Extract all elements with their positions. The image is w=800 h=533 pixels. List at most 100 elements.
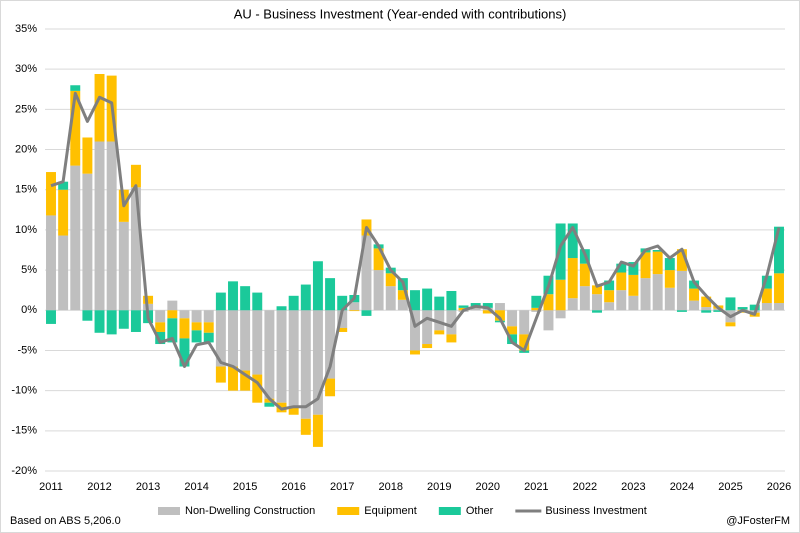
y-tick-label: -10% [11,385,37,397]
bar-segment [555,223,566,280]
bar-segment [713,310,724,312]
bar-segment [264,398,275,403]
bar-segment [94,141,105,311]
bar-segment [203,310,214,323]
x-tick-label: 2021 [524,481,548,493]
bar-segment [676,270,687,311]
x-tick-label: 2011 [39,481,63,493]
bar-segment [494,310,505,321]
bar-segment [167,300,178,311]
x-tick-label: 2023 [621,481,645,493]
bar-segment [300,284,311,311]
bar-segment [70,90,81,166]
bar-segment [397,299,408,311]
bar-segment [385,286,396,311]
bar-segment [458,305,469,308]
bar-segment [228,310,238,367]
x-tick-label: 2019 [427,481,451,493]
bar-segment [276,306,287,311]
bar-segment [349,310,360,312]
line-series [50,91,781,411]
y-tick-label: -20% [11,465,37,477]
bar-segment [349,302,360,311]
bar-segment [555,310,566,319]
bar-segment [579,286,590,311]
legend-label: Non-Dwelling Construction [185,505,315,517]
x-tick-label: 2014 [184,481,208,493]
bar-segment [446,334,457,343]
bar-segment [46,172,56,216]
bar-segment [46,215,56,311]
x-tick-label: 2025 [718,481,742,493]
x-tick-label: 2022 [573,481,597,493]
bar-segment [761,288,772,304]
bar-segment [325,310,336,379]
bar-segment [531,310,542,312]
bar-segment [203,332,214,343]
y-tick-label: 25% [15,103,37,115]
bar-segment [628,262,639,275]
bar-segment [725,322,736,327]
bar-segment [616,290,627,311]
bar-segment [761,275,772,289]
bar-segment [410,350,420,355]
bar-segment [300,310,311,419]
bar-segment [179,310,190,319]
bar-segment [130,187,141,311]
x-tick-label: 2012 [87,481,111,493]
bar-segment [676,249,687,271]
bar-segment [58,235,69,311]
bar-segment [106,310,117,335]
bar-segment [640,278,651,311]
bar-segment [228,366,238,391]
bar-segment [300,418,311,435]
bar-segment [46,310,56,324]
bar-segment [555,279,566,311]
bar-segment [567,223,578,259]
y-tick-label: 30% [15,63,37,75]
y-tick-label: 0% [21,304,37,316]
bar-segment [628,295,639,311]
bar-segment [82,173,93,311]
bar-segment [434,310,445,331]
bar-segment [130,310,141,332]
bar-segment [203,322,214,333]
bar-segment [579,263,590,287]
legend-swatch [337,507,360,515]
bar-segment [155,331,166,345]
bar-segment [592,310,602,313]
bar-segment [749,304,760,311]
legend-swatch [438,507,461,515]
bar-segment [240,310,251,371]
bar-segment [761,303,772,311]
bar-segment [215,310,226,367]
chart-title: AU - Business Investment (Year-ended wit… [234,6,567,21]
bar-segment [191,310,202,323]
bar-segment [252,310,263,375]
bar-segment [519,310,530,335]
bar-segment [373,270,384,311]
bar-segment [470,307,481,311]
bar-segment [325,378,336,397]
bar-segment [701,307,712,311]
bar-segment [264,402,275,407]
bar-segment [567,298,578,311]
bar-segment [531,307,542,311]
bar-segment [446,310,457,335]
bar-segment [410,290,420,311]
bar-segment [106,141,117,311]
bar-segment [215,292,226,311]
bar-segment [422,288,433,311]
bar-segment [312,310,323,415]
credit-note: @JFosterFM [726,515,790,527]
bar-segment [312,414,323,447]
x-tick-label: 2018 [378,481,402,493]
bar-segment [143,295,154,304]
y-tick-label: 20% [15,143,37,155]
bar-segment [422,344,433,349]
bar-segment [58,181,69,190]
bar-segment [94,74,105,142]
bar-segment [652,251,663,275]
bar-segment [664,258,675,271]
bar-segment [410,310,420,351]
